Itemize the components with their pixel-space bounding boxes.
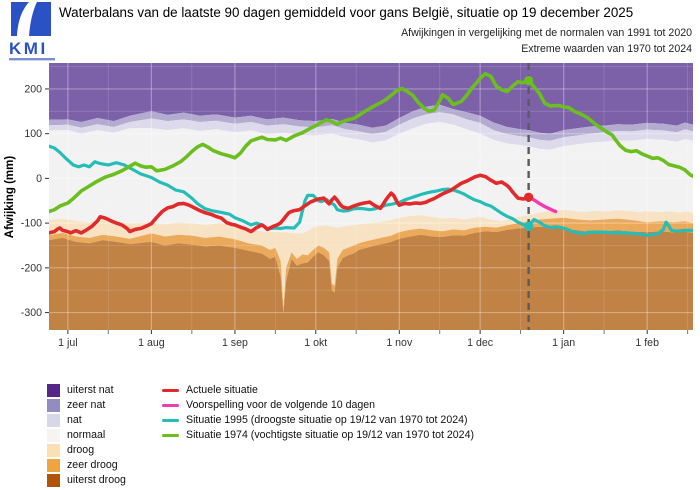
legend-label: Voorspelling voor de volgende 10 dagen bbox=[186, 399, 376, 411]
line-swatch-actuele bbox=[162, 388, 179, 393]
x-tick-label: 1 jan bbox=[552, 337, 575, 349]
band-droog bbox=[49, 209, 693, 309]
line-situatie-1995 bbox=[49, 144, 693, 237]
y-tick-label: -200 bbox=[21, 262, 42, 274]
legend-item-normaal: normaal bbox=[47, 428, 126, 443]
line-swatch-voorspelling bbox=[162, 403, 179, 408]
legend-label: uiterst nat bbox=[67, 384, 114, 396]
swatch-uiterst-droog bbox=[47, 474, 60, 487]
y-tick-label: -100 bbox=[21, 218, 42, 230]
band-areas bbox=[49, 63, 693, 330]
x-tick-label: 1 aug bbox=[138, 337, 165, 349]
subtitle-extremes: Extreme waarden van 1970 tot 2024 bbox=[521, 43, 692, 55]
logo-right-shape bbox=[29, 2, 51, 36]
subtitle-normals: Afwijkingen in vergelijking met de norma… bbox=[401, 27, 692, 39]
line-swatch-1974 bbox=[162, 433, 179, 438]
line-situatie-1974 bbox=[49, 71, 693, 214]
y-tick-label: -300 bbox=[21, 307, 42, 319]
legend-label: Situatie 1995 (droogste situatie op 19/1… bbox=[186, 414, 468, 426]
marker-situatie-1995 bbox=[524, 221, 534, 231]
band-uiterst-droog bbox=[49, 226, 693, 330]
x-tick-label: 1 dec bbox=[467, 337, 494, 349]
legend-label: droog bbox=[67, 444, 95, 456]
logo-left-shape bbox=[11, 2, 29, 36]
x-tick-label: 1 jul bbox=[58, 337, 77, 349]
axis-ticks bbox=[45, 88, 689, 334]
legend-item-voorspelling: Voorspelling voor de volgende 10 dagen bbox=[162, 398, 474, 413]
swatch-nat bbox=[47, 414, 60, 427]
marker-situatie-1974 bbox=[524, 75, 534, 86]
kmi-logo: KMI bbox=[8, 2, 55, 61]
legend-label: uiterst droog bbox=[67, 474, 126, 486]
line-swatch-1995 bbox=[162, 418, 179, 423]
legend-series: Actuele situatie Voorspelling voor de vo… bbox=[162, 383, 474, 443]
band-zeer-droog bbox=[49, 217, 693, 313]
legend-bands: uiterst nat zeer nat nat normaal droog z… bbox=[47, 383, 126, 488]
logo-underline bbox=[9, 58, 55, 61]
band-nat bbox=[49, 112, 693, 150]
swatch-uiterst-nat bbox=[47, 384, 60, 397]
band-zeer-nat bbox=[49, 104, 693, 141]
axis-labels: 1 jul 1 aug 1 sep 1 okt 1 nov 1 dec 1 jan 1 feb… bbox=[21, 83, 659, 349]
legend-label: normaal bbox=[67, 429, 106, 441]
legend-label: zeer droog bbox=[67, 459, 118, 471]
waterbalance-chart: 1 jul 1 aug 1 sep 1 okt 1 nov 1 dec 1 jan 1 feb… bbox=[4, 63, 693, 349]
legend-label: Situatie 1974 (vochtigste situatie op 19… bbox=[186, 429, 474, 441]
y-tick-label: 200 bbox=[24, 83, 42, 95]
legend-label: zeer nat bbox=[67, 399, 106, 411]
y-tick-label: 0 bbox=[36, 173, 42, 185]
legend-item-situatie-1995: Situatie 1995 (droogste situatie op 19/1… bbox=[162, 413, 474, 428]
legend-item-droog: droog bbox=[47, 443, 126, 458]
logo-kmi-text: KMI bbox=[9, 39, 48, 58]
swatch-zeer-droog bbox=[47, 459, 60, 472]
legend-label: Actuele situatie bbox=[186, 384, 258, 396]
x-tick-label: 1 sep bbox=[222, 337, 248, 349]
legend-item-zeer-nat: zeer nat bbox=[47, 398, 126, 413]
end-markers bbox=[524, 75, 534, 231]
legend-item-actuele-situatie: Actuele situatie bbox=[162, 383, 474, 398]
legend-item-uiterst-nat: uiterst nat bbox=[47, 383, 126, 398]
swatch-droog bbox=[47, 444, 60, 457]
legend-item-situatie-1974: Situatie 1974 (vochtigste situatie op 19… bbox=[162, 428, 474, 443]
legend-item-nat: nat bbox=[47, 413, 126, 428]
y-tick-label: 100 bbox=[24, 128, 42, 140]
page-title: Waterbalans van de laatste 90 dagen gemi… bbox=[59, 5, 634, 20]
swatch-normaal bbox=[47, 429, 60, 442]
line-voorspelling-voor bbox=[526, 195, 558, 214]
swatch-zeer-nat bbox=[47, 399, 60, 412]
x-tick-label: 1 okt bbox=[304, 337, 327, 349]
line-actuele-situatie bbox=[49, 173, 531, 235]
legend-item-uiterst-droog: uiterst droog bbox=[47, 473, 126, 488]
y-axis-title: Afwijking (mm) bbox=[4, 156, 16, 239]
data-lines bbox=[49, 71, 693, 237]
x-tick-label: 1 feb bbox=[635, 337, 659, 349]
legend-label: nat bbox=[67, 414, 82, 426]
legend-item-zeer-droog: zeer droog bbox=[47, 458, 126, 473]
x-tick-label: 1 nov bbox=[386, 337, 413, 349]
marker-actuele-situatie bbox=[524, 192, 534, 202]
